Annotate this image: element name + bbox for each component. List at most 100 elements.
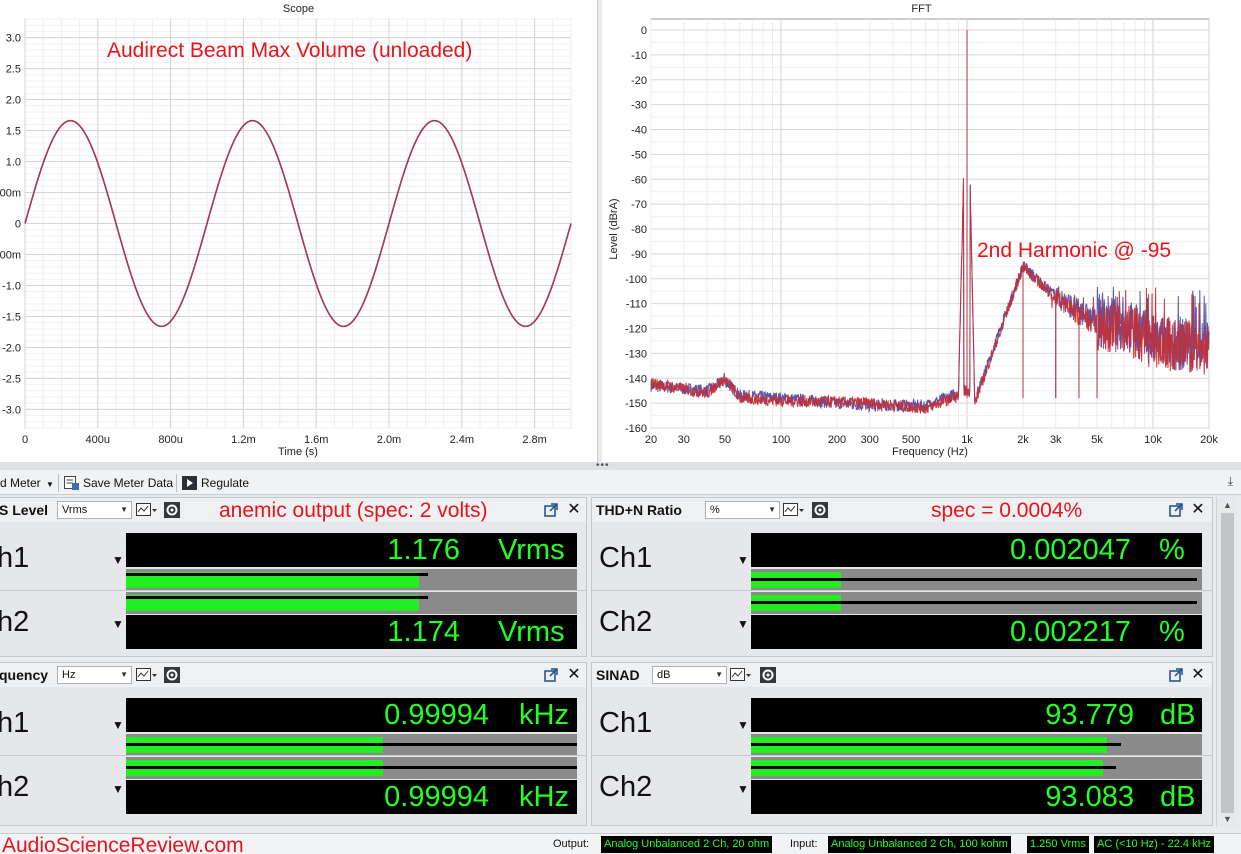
channel-1-value-display: 1.176 Vrms — [126, 533, 577, 567]
channel-1-unit: % — [1159, 534, 1185, 566]
x-tick-label: 1.6m — [304, 434, 328, 446]
pop-out-icon[interactable] — [1169, 503, 1183, 517]
x-tick-label: 20 — [645, 434, 657, 446]
save-data-icon — [64, 476, 79, 490]
input-label: Input: — [790, 838, 818, 850]
chevron-down-icon: ▼ — [120, 670, 128, 679]
channel-2-peak-line — [751, 766, 1117, 769]
channel-2-level-bar — [126, 592, 577, 614]
x-tick-label: 30 — [678, 434, 690, 446]
unit-select[interactable]: dB ▼ — [652, 666, 727, 684]
channel-1-dropdown-icon[interactable]: ▼ — [112, 718, 124, 732]
gear-icon[interactable] — [760, 667, 776, 683]
channel-2-value-display: 1.174 Vrms — [126, 615, 577, 649]
channel-1-dropdown-icon[interactable]: ▼ — [737, 553, 749, 567]
channel-2-level-bar — [751, 757, 1202, 779]
scroll-thumb[interactable] — [1221, 513, 1234, 813]
channel-2-value: 0.99994 — [384, 781, 489, 813]
channel-2-dropdown-icon[interactable]: ▼ — [112, 617, 124, 631]
meter-annotation: spec = 0.0004% — [931, 499, 1083, 522]
close-icon[interactable]: ✕ — [1191, 501, 1205, 518]
channel-2-dropdown-icon[interactable]: ▼ — [737, 782, 749, 796]
y-tick-label: -1.5 — [2, 311, 21, 323]
scope-title: Scope — [282, 3, 315, 15]
channel-2-unit: Vrms — [498, 616, 565, 648]
close-icon[interactable]: ✕ — [1191, 666, 1205, 683]
close-icon[interactable]: ✕ — [567, 666, 581, 683]
channel-1-level-bar — [751, 734, 1202, 756]
waveform-trace-2 — [24, 119, 572, 328]
channel-1-peak-line — [751, 743, 1121, 746]
gear-icon[interactable] — [164, 502, 180, 518]
filter-config-chip[interactable]: AC (<10 Hz) - 22.4 kHz — [1094, 836, 1215, 853]
status-bar: AudioScienceReview.com Output: Analog Un… — [0, 833, 1241, 854]
plot-area — [650, 18, 1210, 429]
y-tick-label: -30 — [631, 100, 647, 112]
graph-options-icon[interactable] — [730, 667, 752, 683]
gear-icon[interactable] — [164, 667, 180, 683]
meter-title: SINAD — [596, 667, 640, 683]
scroll-down-icon[interactable]: ▼ — [1223, 814, 1232, 824]
x-axis-label: Time (s) — [278, 446, 318, 458]
graph-options-icon[interactable] — [136, 667, 158, 683]
meters-scrollbar[interactable]: ▲ ▼ — [1216, 497, 1238, 827]
graph-options-icon[interactable] — [136, 502, 158, 518]
channel-1-peak-line — [126, 743, 577, 746]
gear-icon[interactable] — [812, 502, 828, 518]
channel-1-dropdown-icon[interactable]: ▼ — [737, 718, 749, 732]
x-tick-label: 10k — [1144, 434, 1162, 446]
meter-menu-button[interactable]: d Meter ▼ — [0, 475, 54, 491]
graph-options-icon[interactable] — [783, 502, 805, 518]
chevron-down-icon: ▼ — [715, 670, 723, 679]
close-icon[interactable]: ✕ — [567, 501, 581, 518]
regulate-button[interactable]: Regulate — [182, 475, 249, 491]
channel-1-value: 0.002047 — [1010, 534, 1131, 566]
channel-1-unit: dB — [1160, 699, 1196, 731]
pop-out-icon[interactable] — [1169, 668, 1183, 682]
spectrum-trace-2 — [650, 30, 1210, 414]
y-tick-label: -60 — [631, 174, 647, 186]
y-tick-label: 1.0 — [6, 157, 21, 169]
collapse-panel-icon[interactable]: ⤓ — [1227, 474, 1233, 488]
channel-2-dropdown-icon[interactable]: ▼ — [112, 782, 124, 796]
output-label: Output: — [553, 838, 590, 850]
channel-1-peak-line — [751, 578, 1198, 581]
y-tick-label: -500m — [0, 249, 21, 261]
x-tick-label: 5k — [1091, 434, 1103, 446]
panel-splitter[interactable]: ••• — [0, 461, 1241, 471]
channel-2-value: 1.174 — [387, 616, 460, 648]
pop-out-icon[interactable] — [544, 503, 558, 517]
fft-chart[interactable]: 0 -10 -20 -30 -40 -50 -60 -70 -80 -90 -100 -110 -120… — [602, 0, 1241, 462]
unit-select[interactable]: Hz ▼ — [57, 666, 132, 684]
fft-title: FFT — [911, 3, 932, 15]
x-tick-label: 50 — [719, 434, 731, 446]
x-tick-label: 800u — [158, 434, 182, 446]
output-config-chip[interactable]: Analog Unbalanced 2 Ch, 20 ohm — [601, 836, 773, 853]
y-tick-label: 0 — [15, 219, 21, 231]
pop-out-icon[interactable] — [544, 668, 558, 682]
channel-1-unit: Vrms — [498, 534, 565, 566]
scope-chart[interactable]: 3.0 2.5 2.0 1.5 1.0 500m 0 -500m -1.0 -1.5 -2.0 -2.… — [0, 0, 597, 462]
sinad-meter: SINAD dB ▼ ✕ Ch1 ▼ 93.779 dB — [591, 662, 1213, 826]
unit-select[interactable]: % ▼ — [705, 501, 780, 519]
meter-menu-label: d Meter — [0, 476, 41, 490]
channel-1-value-display: 0.99994 kHz — [126, 698, 577, 732]
save-meter-data-button[interactable]: Save Meter Data — [64, 475, 173, 491]
channel-1-dropdown-icon[interactable]: ▼ — [112, 553, 124, 567]
input-config-chip[interactable]: Analog Unbalanced 2 Ch, 100 kohm — [828, 836, 1011, 853]
chevron-down-icon: ▼ — [120, 505, 128, 514]
y-tick-label: 3.0 — [6, 33, 21, 45]
y-tick-label: -70 — [631, 199, 647, 211]
input-level-chip[interactable]: 1.250 Vrms — [1027, 836, 1089, 853]
x-tick-label: 200 — [828, 434, 846, 446]
save-meter-data-label: Save Meter Data — [83, 476, 174, 490]
x-tick-label: 3k — [1050, 434, 1062, 446]
unit-select[interactable]: Vrms ▼ — [57, 501, 132, 519]
scroll-up-icon[interactable]: ▲ — [1223, 500, 1232, 510]
y-tick-label: -10 — [631, 50, 647, 62]
x-tick-label: 1k — [961, 434, 973, 446]
y-tick-label: 0 — [641, 25, 647, 37]
channel-2-dropdown-icon[interactable]: ▼ — [737, 617, 749, 631]
meter-annotation: anemic output (spec: 2 volts) — [219, 499, 488, 522]
